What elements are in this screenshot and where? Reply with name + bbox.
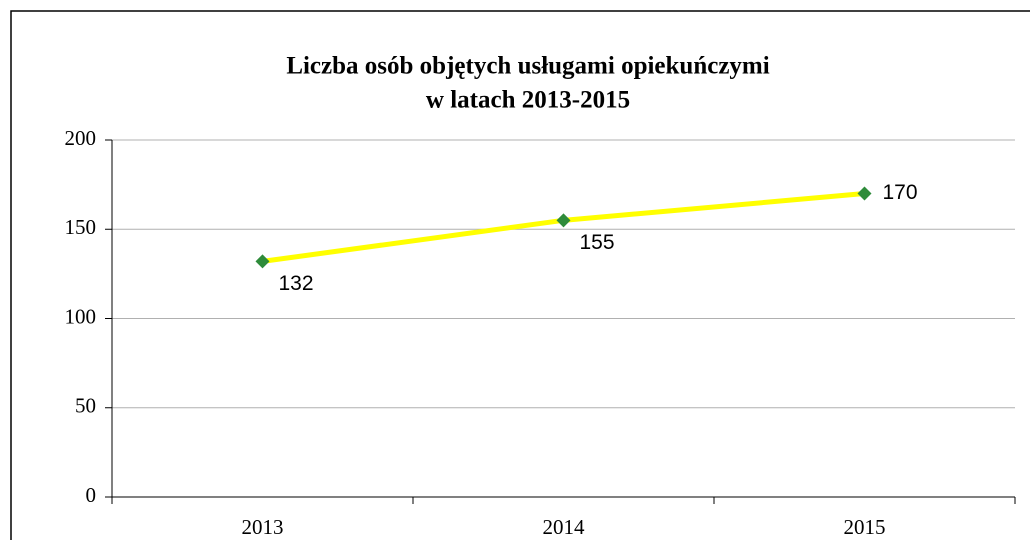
x-tick-label: 2014	[543, 515, 586, 539]
y-tick-label: 0	[86, 483, 97, 507]
x-tick-label: 2013	[242, 515, 284, 539]
data-label: 170	[883, 181, 918, 204]
y-tick-label: 150	[65, 215, 97, 239]
y-tick-label: 50	[75, 394, 96, 418]
data-label: 155	[580, 231, 615, 254]
marker	[857, 186, 872, 201]
chart-title: Liczba osób objętych usługami opiekuńczy…	[286, 53, 769, 80]
y-tick-label: 100	[65, 304, 97, 328]
y-tick-label: 200	[65, 126, 97, 150]
chart-title: w latach 2013-2015	[426, 87, 630, 114]
data-label: 132	[279, 272, 314, 295]
marker	[255, 254, 270, 269]
chart-frame	[10, 10, 1030, 540]
x-tick-label: 2015	[844, 515, 886, 539]
marker	[556, 213, 571, 228]
